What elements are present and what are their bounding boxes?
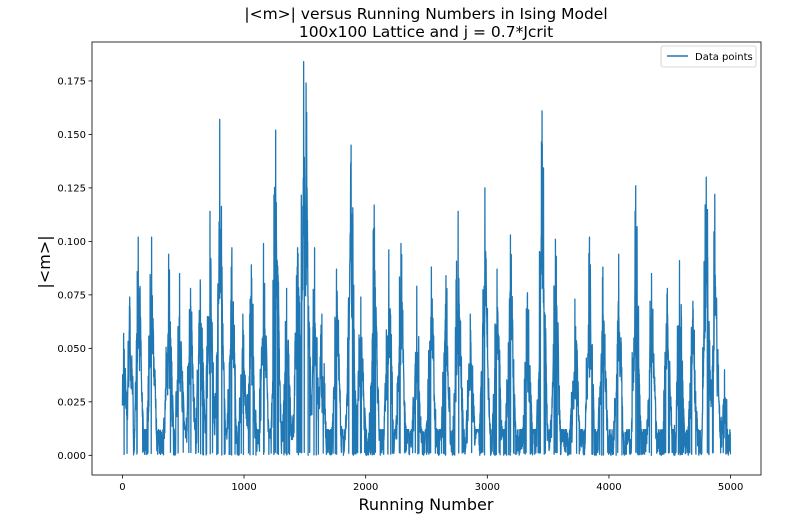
x-tick-label: 5000: [718, 482, 743, 493]
x-tick-label: 2000: [353, 482, 378, 493]
y-tick-label: 0.125: [57, 183, 86, 194]
x-tick-label: 4000: [596, 482, 621, 493]
y-tick-label: 0.175: [57, 76, 86, 87]
y-tick-label: 0.100: [57, 237, 86, 248]
y-axis-label: |<m>|: [35, 235, 54, 288]
y-tick-label: 0.075: [57, 290, 86, 301]
legend-label: Data points: [695, 52, 753, 63]
plot-background: [92, 42, 761, 475]
y-tick-label: 0.025: [57, 397, 86, 408]
y-tick-label: 0.050: [57, 344, 86, 355]
x-tick-label: 1000: [231, 482, 256, 493]
x-tick-label: 0: [119, 482, 125, 493]
plot-frame: [91, 41, 762, 476]
x-axis: 0 1000 2000 3000 4000 5000: [119, 475, 743, 493]
chart-title-line1: |<m>| versus Running Numbers in Ising Mo…: [244, 5, 607, 23]
series-layer: [121, 61, 732, 456]
x-axis-label: Running Number: [359, 495, 494, 514]
data-series-line: [121, 61, 732, 456]
legend: Data points: [660, 45, 757, 68]
x-tick-label: 3000: [475, 482, 500, 493]
plot-area: [91, 41, 762, 476]
chart-title-line2: 100x100 Lattice and j = 0.7*Jcrit: [299, 23, 553, 41]
legend-box: [660, 45, 757, 68]
y-axis: 0.000 0.025 0.050 0.075 0.100 0.125 0.150 0.175: [57, 76, 92, 462]
y-tick-label: 0.150: [57, 130, 86, 141]
y-tick-label: 0.000: [57, 451, 86, 462]
